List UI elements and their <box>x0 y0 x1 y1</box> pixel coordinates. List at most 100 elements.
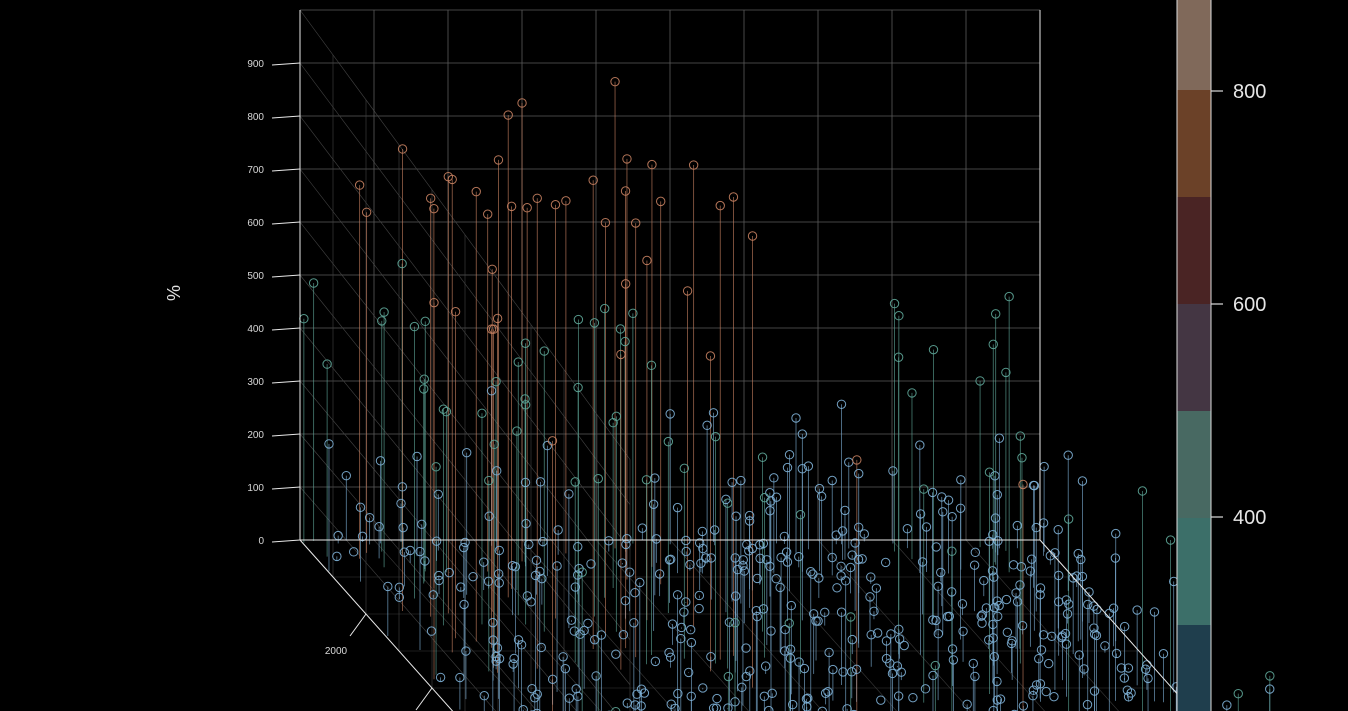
data-point <box>979 575 989 586</box>
data-point <box>827 475 837 486</box>
colorbar-tick-label: 600 <box>1233 294 1266 316</box>
z-axis-title: % <box>164 285 184 301</box>
data-point <box>434 575 444 586</box>
data-point <box>876 695 886 705</box>
data-point <box>1049 691 1059 702</box>
data-point <box>665 652 676 662</box>
data-point <box>588 175 598 185</box>
data-point <box>686 691 696 701</box>
data-point <box>992 676 1002 687</box>
data-point <box>608 418 618 428</box>
data-point <box>492 313 503 324</box>
data-point <box>637 523 648 533</box>
data-point <box>730 591 741 601</box>
data-point <box>759 691 770 702</box>
data-point <box>620 279 631 289</box>
data-point <box>1222 700 1232 710</box>
data-point <box>673 688 683 699</box>
data-point <box>450 307 461 317</box>
data-point <box>611 706 621 711</box>
z-tick-label: 100 <box>247 483 264 494</box>
data-point <box>764 705 774 711</box>
data-point <box>1123 663 1134 673</box>
data-point <box>394 592 405 603</box>
data-point <box>1018 479 1028 490</box>
data-point <box>712 693 722 704</box>
data-point <box>915 509 926 519</box>
data-point <box>803 461 814 471</box>
data-point <box>1233 688 1243 699</box>
data-point <box>1083 599 1093 610</box>
data-point <box>962 699 972 710</box>
data-point <box>494 578 504 588</box>
data-point <box>494 653 505 664</box>
data-point <box>636 684 647 694</box>
data-point <box>461 646 471 656</box>
data-point <box>682 286 693 296</box>
data-point <box>510 562 521 572</box>
data-point <box>409 321 420 332</box>
data-point <box>710 431 721 442</box>
data-point <box>1119 621 1130 632</box>
z-tick <box>271 539 301 543</box>
grid-line <box>817 539 971 711</box>
data-point <box>1062 609 1073 619</box>
data-point <box>921 522 932 532</box>
data-point <box>630 700 640 710</box>
data-point <box>428 590 438 600</box>
data-point <box>535 566 545 577</box>
data-point <box>948 655 959 665</box>
axes: 0100200300400500600700800900200040006000… <box>247 10 1194 711</box>
data-point <box>988 705 999 711</box>
data-point <box>1100 641 1110 651</box>
data-point <box>560 663 571 674</box>
data-point <box>840 576 851 586</box>
data-point <box>1061 639 1072 649</box>
data-point <box>431 536 442 546</box>
data-point <box>837 526 848 536</box>
data-point <box>419 384 429 394</box>
data-point <box>624 567 635 577</box>
data-point <box>1015 431 1026 441</box>
data-point <box>509 653 519 664</box>
data-point <box>747 543 758 554</box>
data-point <box>599 303 610 314</box>
data-point <box>981 603 992 613</box>
data-point <box>899 640 909 651</box>
data-point <box>616 349 626 360</box>
data-point <box>765 561 775 571</box>
data-point <box>492 466 502 476</box>
data-point <box>532 689 542 699</box>
data-point <box>611 411 622 422</box>
data-point <box>706 652 716 662</box>
data-point <box>483 576 494 587</box>
data-point <box>1004 291 1014 302</box>
data-point <box>591 671 601 681</box>
data-point <box>517 98 527 108</box>
data-point <box>741 671 751 682</box>
z-tick-label: 800 <box>247 112 264 123</box>
axis-line <box>299 539 454 711</box>
data-point <box>1028 685 1039 695</box>
data-point <box>928 615 938 625</box>
data-point <box>420 316 430 327</box>
data-point <box>741 643 751 653</box>
axis-line <box>1039 539 1194 711</box>
data-point <box>697 526 708 537</box>
data-point <box>648 499 659 510</box>
data-point <box>797 429 808 439</box>
data-point <box>491 656 501 666</box>
data-point <box>705 351 716 361</box>
data-point <box>970 671 980 682</box>
data-point <box>1028 691 1038 701</box>
data-point <box>532 193 542 203</box>
z-tick-label: 400 <box>247 324 264 335</box>
data-point <box>349 547 359 557</box>
data-point <box>1001 367 1011 378</box>
data-point <box>893 691 904 701</box>
z-tick <box>271 168 301 172</box>
data-point <box>896 667 907 677</box>
data-point <box>771 574 781 584</box>
data-point <box>827 552 837 563</box>
data-point <box>785 644 796 655</box>
